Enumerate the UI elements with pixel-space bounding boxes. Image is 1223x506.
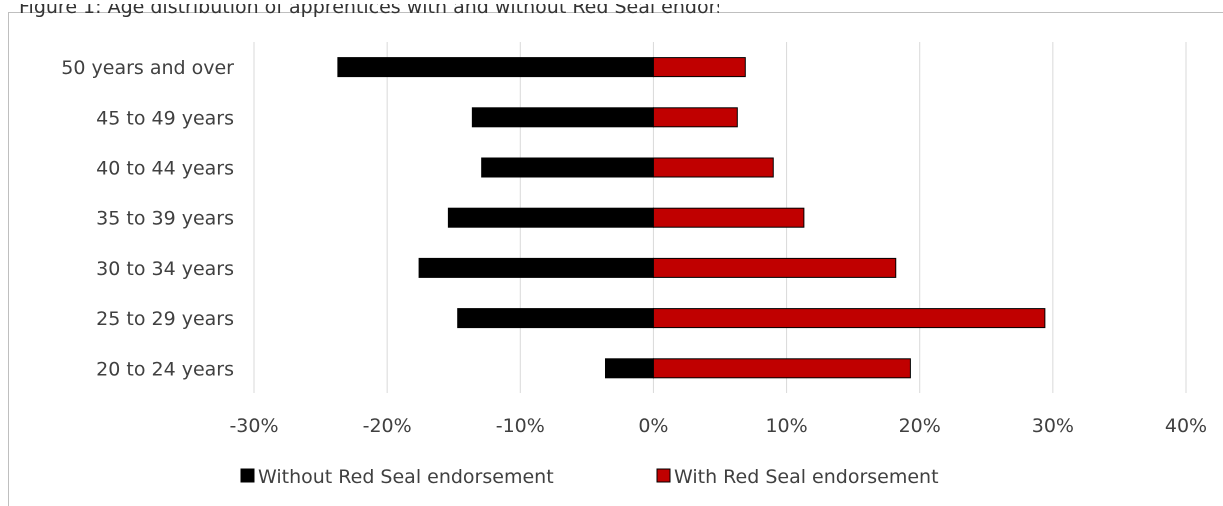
x-tick-label: 20%	[899, 415, 941, 437]
x-tick-label: 0%	[638, 415, 668, 437]
category-label: 50 years and over	[61, 57, 234, 79]
bar-with-red-seal	[652, 308, 1046, 329]
legend: Without Red Seal endorsement With Red Sea…	[240, 466, 939, 488]
bar-with-red-seal	[652, 257, 897, 278]
bar-without-red-seal	[471, 107, 654, 128]
legend-label: With Red Seal endorsement	[674, 466, 939, 488]
x-tick-label: 10%	[765, 415, 807, 437]
bar-with-red-seal	[652, 107, 738, 128]
bar-with-red-seal	[652, 358, 911, 379]
chart-title: Figure 1: Age distribution of apprentice…	[19, 4, 719, 18]
x-tick-label: -10%	[496, 415, 545, 437]
x-tick-label: 40%	[1165, 415, 1207, 437]
x-tick-label: -20%	[363, 415, 412, 437]
category-labels: 50 years and over 45 to 49 years 40 to 44 …	[61, 57, 234, 380]
legend-label: Without Red Seal endorsement	[258, 466, 554, 488]
bar-without-red-seal	[604, 358, 654, 379]
category-label: 40 to 44 years	[96, 158, 234, 180]
category-label: 25 to 29 years	[96, 308, 234, 330]
bar-with-red-seal	[652, 157, 774, 178]
category-label: 45 to 49 years	[96, 107, 234, 129]
gridlines	[253, 42, 1187, 393]
category-label: 35 to 39 years	[96, 208, 234, 230]
legend-swatch	[240, 468, 255, 483]
category-label: 30 to 34 years	[96, 258, 234, 280]
bar-with-red-seal	[652, 207, 805, 228]
chart-title-clipped: Figure 1: Age distribution of apprentice…	[19, 4, 719, 18]
x-tick-labels: -30% -20% -10% 0% 10% 20% 30% 40%	[229, 415, 1207, 437]
x-tick-label: -30%	[229, 415, 278, 437]
category-label: 20 to 24 years	[96, 358, 234, 380]
bar-without-red-seal	[447, 207, 654, 228]
x-tick-label: 30%	[1032, 415, 1074, 437]
bar-without-red-seal	[337, 57, 654, 78]
bar-without-red-seal	[457, 308, 654, 329]
legend-swatch	[656, 468, 671, 483]
chart-frame: Figure 1: Age distribution of apprentice…	[8, 4, 1223, 506]
bar-without-red-seal	[418, 257, 654, 278]
bar-with-red-seal	[652, 57, 746, 78]
bars	[337, 57, 1046, 379]
bar-without-red-seal	[481, 157, 654, 178]
